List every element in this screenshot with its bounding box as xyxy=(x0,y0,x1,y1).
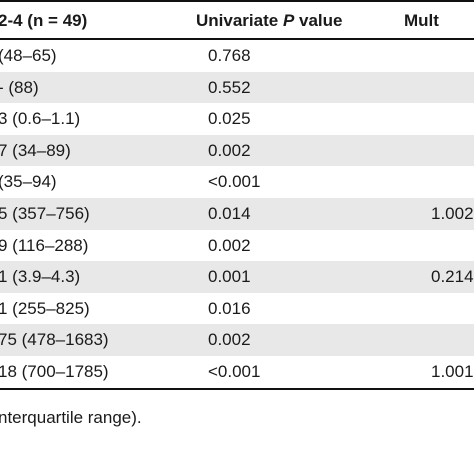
table-row: 1 (3.9–4.3) 0.001 0.214 xyxy=(0,261,474,293)
cell-group-value: 75 (478–1683) xyxy=(0,330,109,350)
cell-group-value: 18 (700–1785) xyxy=(0,361,109,381)
cell-group-value: (48–65) xyxy=(0,46,57,65)
cell-univariate-p: <0.001 xyxy=(208,172,261,192)
table-footnote: nterquartile range). xyxy=(0,408,142,427)
cell-group-value: 3 (0.6–1.1) xyxy=(0,109,81,129)
table-row: 7 (34–89) 0.002 xyxy=(0,134,474,167)
table-header: 2-4 (n = 49) Univariate P value Mult xyxy=(0,2,474,38)
cell-group-value: 5 (357–756) xyxy=(0,203,90,223)
table-header-rule xyxy=(0,38,474,40)
cell-univariate-p: 0.768 xyxy=(208,46,251,65)
table-top-rule xyxy=(0,0,474,2)
header-univariate-p-value: Univariate P value xyxy=(196,11,343,30)
cell-group-value: (35–94) xyxy=(0,172,57,192)
cell-univariate-p: 0.014 xyxy=(208,203,251,223)
cell-multivariate: 1.001 xyxy=(431,361,474,381)
table-row: 75 (478–1683) 0.002 xyxy=(0,324,474,356)
cell-univariate-p: <0.001 xyxy=(208,361,261,381)
table-row: 1 (255–825) 0.016 xyxy=(0,293,474,325)
cell-univariate-p: 0.002 xyxy=(208,140,251,160)
cell-univariate-p: 0.002 xyxy=(208,235,251,255)
table-bottom-rule xyxy=(0,388,474,390)
cell-multivariate: 1.002 xyxy=(431,203,474,223)
table-row: 18 (700–1785) <0.001 1.001 xyxy=(0,356,474,388)
cell-multivariate: 0.214 xyxy=(431,267,474,287)
table-row: 5 (357–756) 0.014 1.002 xyxy=(0,197,474,230)
table-row: - (88) 0.552 xyxy=(0,71,474,104)
header-multivariate: Mult xyxy=(404,11,439,30)
table-row: 3 (0.6–1.1) 0.025 xyxy=(0,103,474,135)
cell-group-value: 1 (3.9–4.3) xyxy=(0,267,81,287)
table-row: 9 (116–288) 0.002 xyxy=(0,230,474,262)
cell-group-value: - (88) xyxy=(0,77,39,97)
cell-univariate-p: 0.016 xyxy=(208,298,251,318)
cell-group-value: 7 (34–89) xyxy=(0,140,71,160)
cell-group-value: 9 (116–288) xyxy=(0,235,89,255)
table-body: (48–65) 0.768 - (88) 0.552 3 (0.6–1.1) 0.025 7… xyxy=(0,40,474,388)
table-row: (35–94) <0.001 xyxy=(0,166,474,198)
cell-univariate-p: 0.002 xyxy=(208,330,251,350)
header-group-column: 2-4 (n = 49) xyxy=(0,11,88,30)
cell-univariate-p: 0.025 xyxy=(208,109,251,129)
cell-univariate-p: 0.001 xyxy=(208,267,251,287)
table-row: (48–65) 0.768 xyxy=(0,40,474,72)
cell-univariate-p: 0.552 xyxy=(208,77,251,97)
cell-group-value: 1 (255–825) xyxy=(0,298,90,318)
